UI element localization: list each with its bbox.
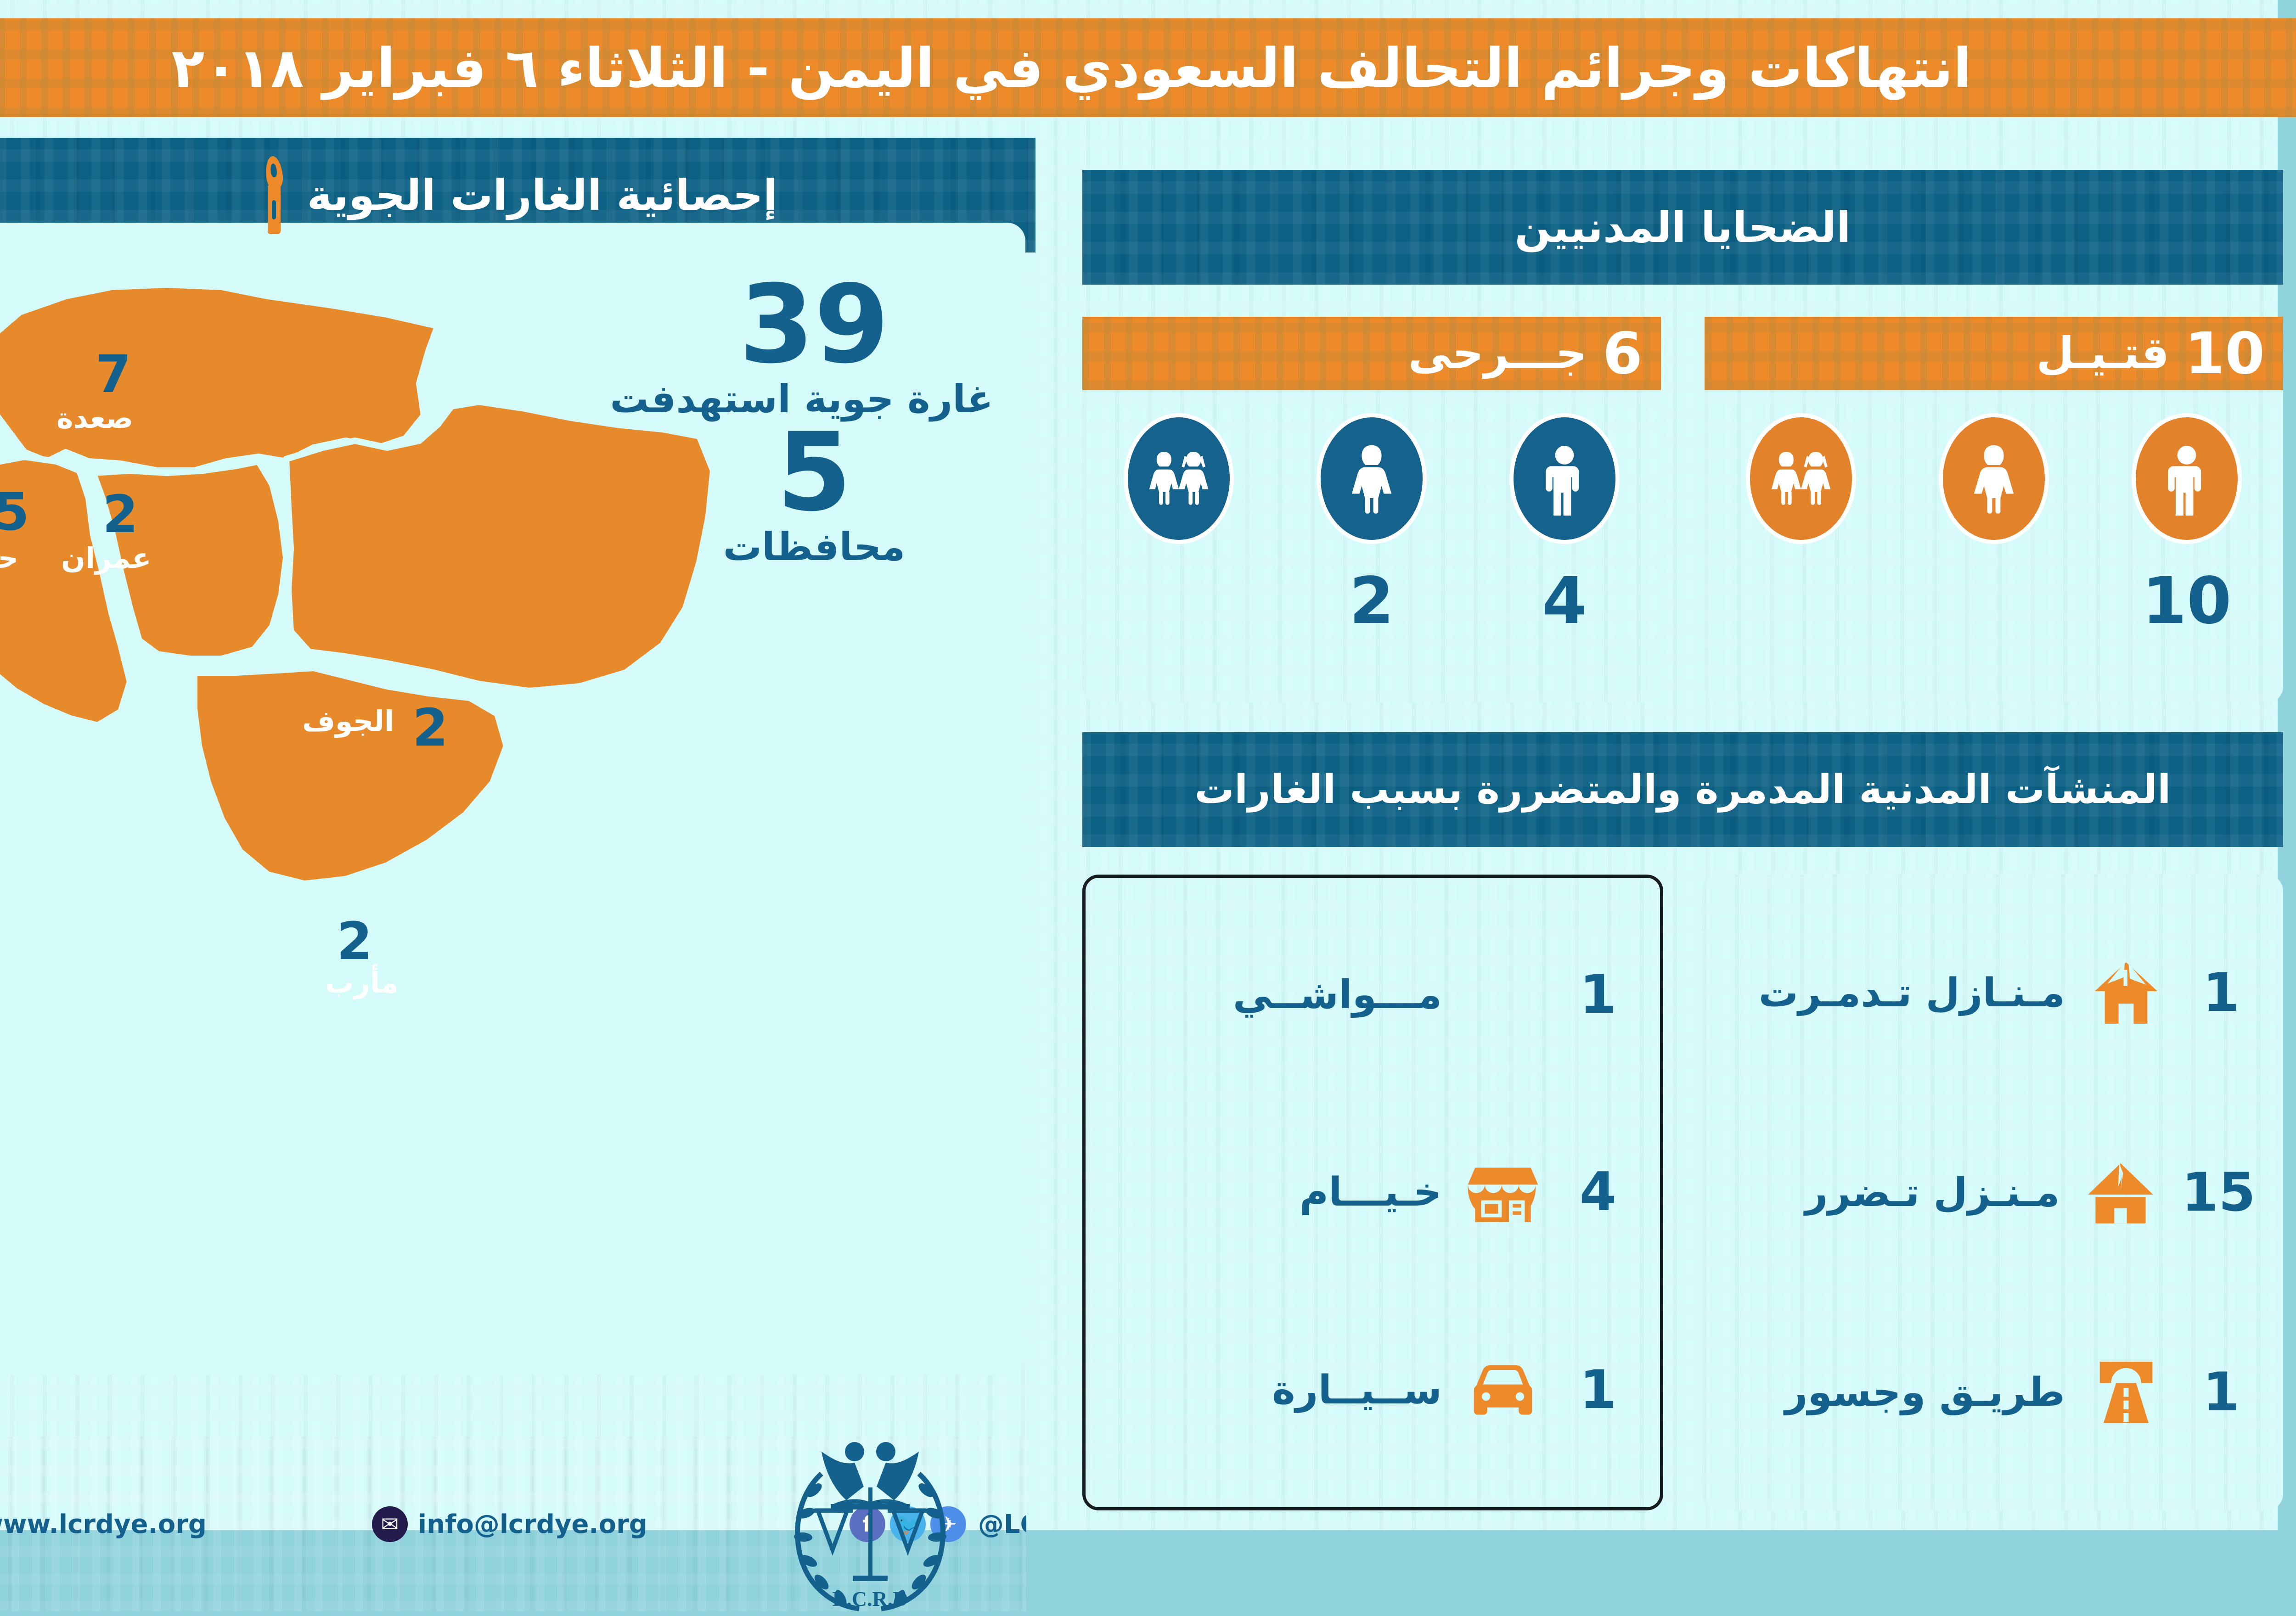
facility-row: 1 مـنـازل تـدمـرت: [1702, 956, 2283, 1030]
children-icon: [1124, 413, 1234, 544]
infographic-root: انتهاكات وجرائم التحالف السعودي في اليمن…: [0, 0, 2296, 1530]
man-icon: [2132, 413, 2242, 544]
yemen-map-panel: 7 صعدة 15 حجة 2 عمران 2 الجوف 2 مأرب 39 …: [0, 223, 1025, 1375]
damaged-houses-count: 15: [2181, 1161, 2256, 1223]
killed-group-men: 10: [2090, 413, 2283, 634]
killed-group-women: [1897, 413, 2090, 634]
injured-group-men: 4: [1468, 413, 1661, 634]
injured-total: 6: [1603, 320, 1643, 387]
tents-count: 4: [1579, 1161, 1617, 1223]
airstrikes-section-title: إحصائية الغارات الجوية: [307, 170, 778, 220]
airstrike-summary-stats: 39 غارة جوية استهدفت 5 محافظات: [610, 262, 993, 569]
footer-website[interactable]: ◉ www.lcrdye.org: [0, 1506, 207, 1542]
torch-icon: [256, 155, 292, 234]
facility-row: 15 مـنـزل تـضرر: [1702, 1156, 2283, 1229]
page-title: انتهاكات وجرائم التحالف السعودي في اليمن…: [171, 36, 1972, 100]
airstrikes-column: إحصائية الغارات الجوية: [0, 138, 1035, 1611]
map-count-hajjah: 15: [0, 483, 29, 542]
livestock-label: مـــواشــي: [1232, 972, 1442, 1018]
map-count-jawf: 2: [412, 698, 448, 758]
injured-card: 6 جـــرحى 4: [1082, 317, 1661, 702]
website-text: www.lcrdye.org: [0, 1509, 207, 1539]
governorates-label: محافظات: [723, 524, 906, 569]
road-bridge-icon: [2083, 1356, 2168, 1429]
map-count-marib: 2: [337, 912, 372, 971]
facilities-section-title: المنشآت المدنية المدمرة والمتضررة بسبب ا…: [1194, 767, 2171, 813]
facilities-panel-right: 1 مـنـازل تـدمـرت 15: [1702, 875, 2283, 1510]
killed-men-count: 10: [2142, 564, 2232, 639]
airstrikes-section-header: إحصائية الغارات الجوية: [0, 138, 1035, 252]
facility-row: 1 ســيــارة: [1086, 1353, 1660, 1427]
map-label-saada: صعدة: [56, 401, 134, 435]
livestock-icon-placeholder: [1460, 958, 1545, 1032]
map-count-saada: 7: [96, 345, 131, 404]
facility-row: 4 خـيـــام: [1086, 1156, 1660, 1229]
killed-label: قتـيـل: [2036, 328, 2170, 379]
envelope-icon: ✉: [371, 1506, 408, 1542]
injured-label: جـــرحى: [1408, 328, 1587, 379]
victims-section-title: الضحايا المدنيين: [1514, 202, 1851, 252]
killed-bar: 10 قتـيـل: [1705, 317, 2283, 390]
map-label-marib: مأرب: [325, 966, 399, 999]
children-icon: [1746, 413, 1857, 544]
injured-bar: 6 جـــرحى: [1082, 317, 1661, 390]
destroyed-houses-count: 1: [2202, 961, 2240, 1024]
damaged-house-icon: [2078, 1156, 2163, 1229]
destroyed-house-icon: [2083, 956, 2168, 1030]
roads-bridges-label: طريـق وجسور: [1784, 1369, 2065, 1415]
destroyed-houses-label: مـنـازل تـدمـرت: [1758, 970, 2065, 1016]
governorates-value: 5: [777, 410, 852, 536]
man-icon: [1509, 413, 1620, 544]
title-bar: انتهاكات وجرائم التحالف السعودي في اليمن…: [0, 18, 2296, 117]
roads-bridges-count: 1: [2202, 1361, 2240, 1423]
social-handle-text: @LCRDye: [978, 1509, 1026, 1539]
car-icon: [1460, 1353, 1545, 1427]
cars-count: 1: [1579, 1358, 1617, 1421]
injured-group-women: 2: [1275, 413, 1468, 634]
map-count-amran: 2: [102, 485, 138, 544]
footer-email[interactable]: ✉ info@lcrdye.org: [371, 1506, 647, 1542]
lcrd-logo: L.C.R.D: [794, 1442, 946, 1611]
injured-men-count: 4: [1542, 564, 1587, 639]
tents-label: خـيـــام: [1300, 1169, 1442, 1216]
livestock-count: 1: [1579, 964, 1617, 1026]
facilities-panel-left: 1 مـــواشــي 4: [1082, 875, 1663, 1510]
killed-total: 10: [2185, 320, 2265, 387]
killed-card: 10 قتـيـل 10: [1705, 317, 2283, 702]
map-label-jawf: الجوف: [302, 704, 394, 738]
cars-label: ســيــارة: [1272, 1367, 1442, 1413]
injured-women-count: 2: [1349, 564, 1394, 639]
facility-row: 1 مـــواشــي: [1086, 958, 1660, 1032]
total-raids-value: 39: [739, 262, 889, 387]
email-text: info@lcrdye.org: [417, 1509, 647, 1539]
damaged-houses-label: مـنـزل تـضرر: [1805, 1169, 2060, 1216]
facility-row: 1 طريـق وجسور: [1702, 1356, 2283, 1429]
victims-section-header: الضحايا المدنيين: [1082, 170, 2283, 285]
facilities-section-header: المنشآت المدنية المدمرة والمتضررة بسبب ا…: [1082, 732, 2283, 847]
map-label-hajjah: حجة: [0, 541, 18, 575]
total-raids-label: غارة جوية استهدفت: [610, 376, 993, 421]
woman-icon: [1317, 413, 1427, 544]
killed-body: 10: [1705, 390, 2283, 702]
tent-shop-icon: [1460, 1156, 1545, 1229]
woman-icon: [1939, 413, 2049, 544]
killed-group-children: [1705, 413, 1897, 634]
logo-acronym: L.C.R.D: [833, 1587, 908, 1610]
injured-group-children: [1082, 413, 1275, 634]
injured-body: 4 2: [1082, 390, 1661, 702]
victims-and-facilities-column: الضحايا المدنيين 10 قتـيـل: [1082, 138, 2283, 1510]
map-label-amran: عمران: [61, 541, 152, 575]
yemen-map: [0, 281, 716, 887]
